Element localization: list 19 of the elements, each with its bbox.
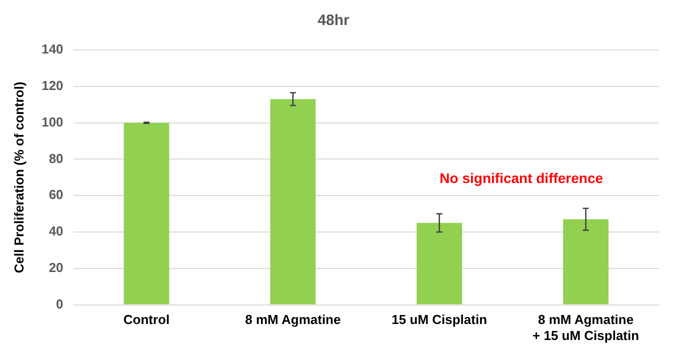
y-axis-title: Cell Proliferation (% of control) [11, 82, 26, 274]
y-tick-label: 140 [42, 42, 64, 57]
bar [416, 222, 462, 304]
bar [124, 122, 170, 304]
y-tick-label: 40 [48, 224, 64, 239]
x-tick-label: Control [123, 312, 170, 328]
x-tick-label: 15 uM Cisplatin [392, 312, 488, 328]
x-tick-label: 8 mM Agmatine [245, 312, 341, 328]
y-tick-label: 0 [56, 296, 64, 312]
y-tick-label: 120 [42, 78, 64, 93]
y-tick-label: 20 [48, 260, 64, 275]
chart-title: 48hr [318, 12, 350, 30]
y-tick-label: 60 [48, 187, 64, 202]
annotation: No significant difference [440, 170, 604, 186]
y-tick-label: 100 [42, 114, 64, 130]
bar [563, 219, 608, 304]
x-tick-label: 8 mM Agmatine + 15 uM Cisplatin [532, 312, 640, 343]
y-tick-label: 80 [48, 150, 64, 166]
bar [270, 99, 316, 304]
